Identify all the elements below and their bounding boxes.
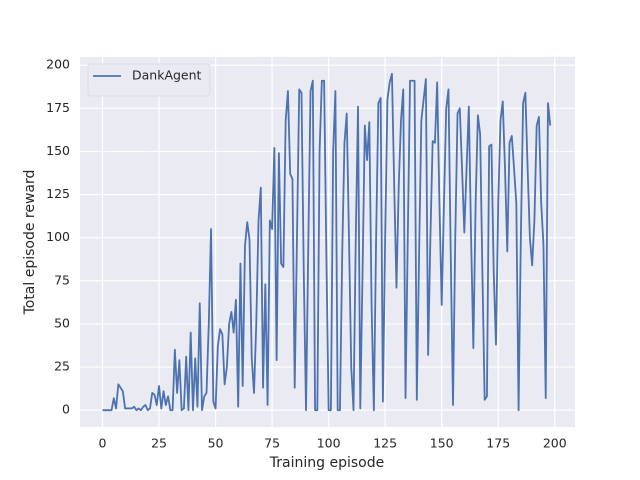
x-tick-label: 100 <box>317 436 341 451</box>
y-tick-label: 75 <box>54 272 70 287</box>
y-tick-label: 200 <box>46 57 70 72</box>
marks <box>102 72 552 412</box>
y-tick-label: 50 <box>54 315 70 330</box>
x-tick-label: 75 <box>264 436 280 451</box>
legend: DankAgent <box>87 63 211 97</box>
legend-label: DankAgent <box>132 68 202 83</box>
x-tick-label: 25 <box>151 436 167 451</box>
x-tick-label: 125 <box>373 436 397 451</box>
y-tick-label: 0 <box>62 402 70 417</box>
x-tick-label: 50 <box>208 436 224 451</box>
legend-box <box>87 63 211 97</box>
x-tick-label: 0 <box>99 436 107 451</box>
y-tick-label: 175 <box>46 100 70 115</box>
line-series <box>102 72 552 412</box>
x-axis-label: Training episode <box>269 455 384 471</box>
y-tick-label: 150 <box>46 143 70 158</box>
y-tick-label: 125 <box>46 186 70 201</box>
y-tick-label: 100 <box>46 229 70 244</box>
y-tick-label: 25 <box>54 359 70 374</box>
y-axis-label: Total episode reward <box>22 170 38 316</box>
x-tick-label: 200 <box>543 436 567 451</box>
x-tick-label: 175 <box>486 436 510 451</box>
x-tick-label: 150 <box>430 436 454 451</box>
